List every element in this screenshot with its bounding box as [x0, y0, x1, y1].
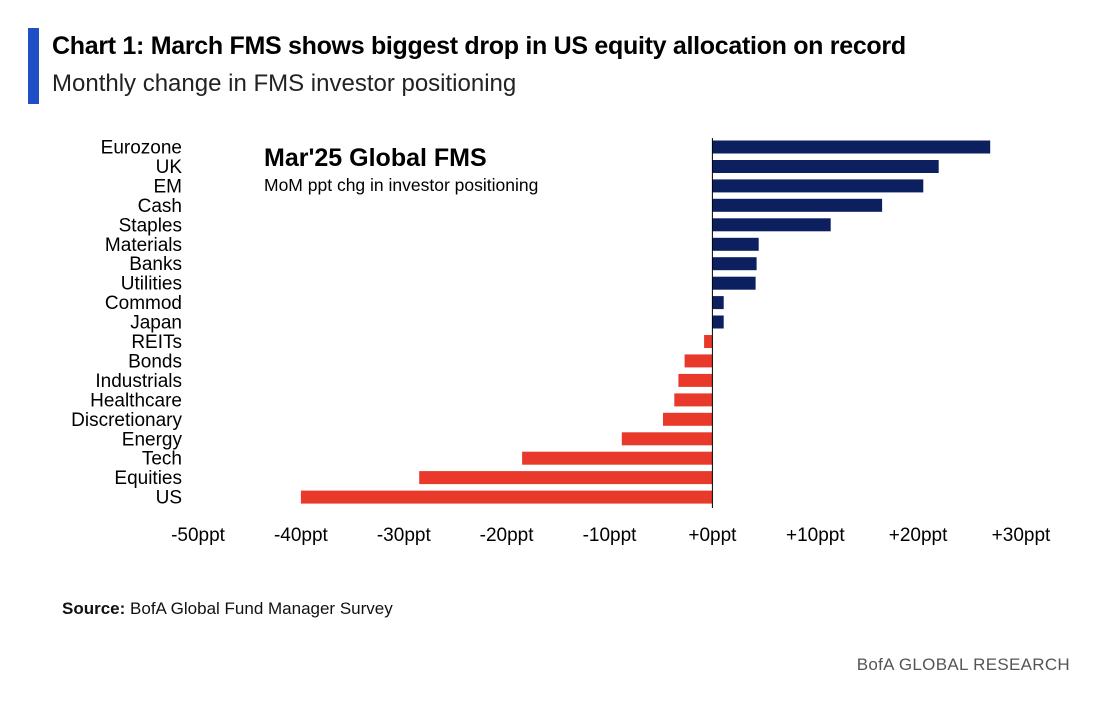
bar-us — [300, 490, 713, 504]
category-label-cash: Cash — [138, 196, 182, 217]
chart-title: Chart 1: March FMS shows biggest drop in… — [52, 32, 906, 60]
category-label-reits: REITs — [131, 332, 182, 353]
bar-tech — [522, 451, 713, 465]
bars-group — [300, 140, 991, 504]
source-label: Source: — [62, 599, 126, 618]
category-label-industrials: Industrials — [95, 371, 182, 392]
x-tick-label: +20ppt — [889, 525, 948, 546]
bar-materials — [712, 237, 759, 251]
inner-chart-title: Mar'25 Global FMS — [264, 144, 487, 172]
bar-japan — [712, 315, 724, 329]
bar-reits — [704, 335, 713, 348]
category-label-us: US — [156, 488, 182, 509]
x-tick-labels-group: -50ppt -40ppt -30ppt -20ppt -10ppt +0ppt +10pp… — [171, 525, 1051, 546]
x-tick-label: -40ppt — [274, 525, 329, 546]
x-tick-label: -50ppt — [171, 525, 226, 546]
category-label-bonds: Bonds — [128, 351, 182, 372]
x-tick-label: +0ppt — [688, 525, 737, 546]
x-tick-label: +30ppt — [992, 525, 1051, 546]
bar-eurozone — [712, 140, 991, 154]
bar-commod — [712, 296, 724, 310]
bar-equities — [419, 471, 713, 485]
bar-cash — [712, 198, 883, 212]
chart-subtitle: Monthly change in FMS investor positioni… — [52, 70, 517, 97]
x-tick-label: +10ppt — [786, 525, 845, 546]
bar-bonds — [684, 354, 713, 368]
category-label-staples: Staples — [119, 215, 182, 236]
category-label-uk: UK — [156, 157, 183, 178]
category-label-utilities: Utilities — [121, 274, 182, 295]
brand-label: BofA GLOBAL RESEARCH — [856, 655, 1070, 674]
x-tick-label: -20ppt — [480, 525, 535, 546]
category-label-materials: Materials — [105, 235, 182, 256]
x-tick-label: -10ppt — [583, 525, 638, 546]
bar-utilities — [712, 276, 756, 290]
bar-em — [712, 179, 924, 193]
bar-staples — [712, 218, 831, 232]
bar-banks — [712, 257, 757, 271]
category-label-eurozone: Eurozone — [101, 138, 182, 159]
category-label-healthcare: Healthcare — [90, 390, 182, 411]
bar-uk — [712, 160, 939, 173]
source-text: BofA Global Fund Manager Survey — [125, 599, 393, 618]
category-labels-group: EurozoneUKEMCashStaplesMaterialsBanksUti… — [71, 138, 182, 509]
category-label-japan: Japan — [130, 313, 182, 334]
category-label-banks: Banks — [129, 254, 182, 275]
category-label-discretionary: Discretionary — [71, 410, 182, 431]
category-label-commod: Commod — [105, 293, 182, 314]
bar-discretionary — [663, 412, 713, 426]
title-accent-bar — [28, 28, 39, 104]
category-label-em: EM — [154, 176, 183, 197]
x-tick-label: -30ppt — [377, 525, 432, 546]
category-label-energy: Energy — [122, 429, 183, 450]
source-note: Source: BofA Global Fund Manager Survey — [62, 599, 393, 619]
bar-healthcare — [674, 393, 713, 407]
bar-industrials — [678, 373, 713, 387]
category-label-equities: Equities — [114, 468, 182, 489]
bar-energy — [621, 432, 713, 446]
bar-chart: Mar'25 Global FMS MoM ppt chg in investo… — [71, 138, 1051, 547]
inner-chart-subtitle: MoM ppt chg in investor positioning — [264, 175, 538, 195]
category-label-tech: Tech — [142, 449, 182, 470]
